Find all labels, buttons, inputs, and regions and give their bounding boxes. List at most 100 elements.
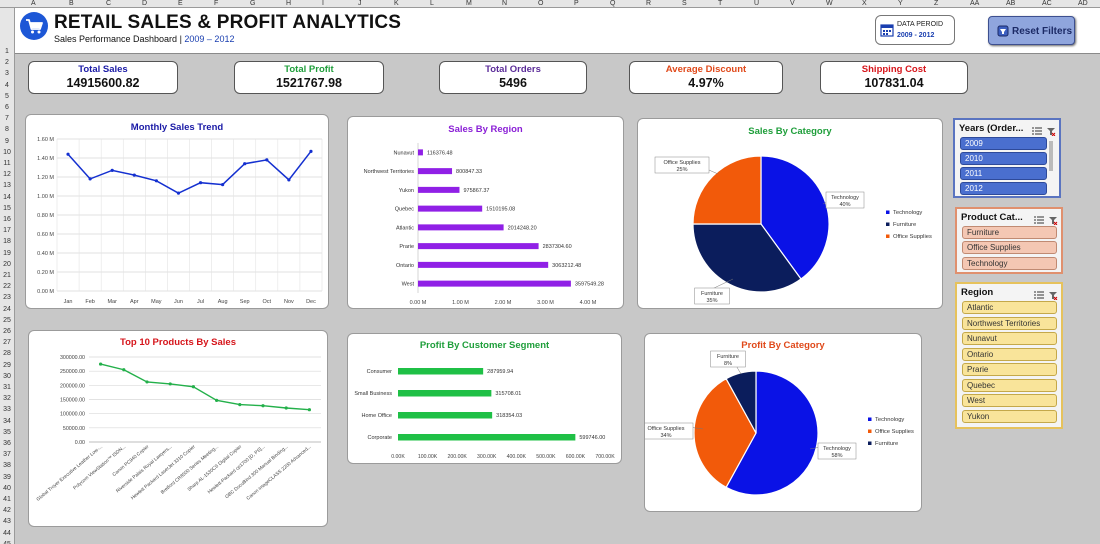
row-header-24[interactable]: 24 bbox=[3, 305, 11, 313]
column-header-ac[interactable]: AC bbox=[1042, 0, 1052, 7]
row-header-25[interactable]: 25 bbox=[3, 316, 11, 324]
column-header-ad[interactable]: AD bbox=[1078, 0, 1088, 7]
column-header-a[interactable]: A bbox=[31, 0, 36, 7]
row-header-2[interactable]: 2 bbox=[5, 59, 9, 67]
column-header-m[interactable]: M bbox=[466, 0, 472, 7]
slicer-item-2012[interactable]: 2012 bbox=[960, 182, 1047, 195]
row-header-32[interactable]: 32 bbox=[3, 395, 11, 403]
row-header-18[interactable]: 18 bbox=[3, 238, 11, 246]
row-header-22[interactable]: 22 bbox=[3, 283, 11, 291]
column-header-x[interactable]: X bbox=[862, 0, 867, 7]
column-header-g[interactable]: G bbox=[250, 0, 256, 7]
column-header-n[interactable]: N bbox=[502, 0, 508, 7]
row-header-35[interactable]: 35 bbox=[3, 428, 11, 436]
column-header-l[interactable]: L bbox=[430, 0, 434, 7]
slicer-item-prarie[interactable]: Prarie bbox=[962, 363, 1057, 376]
column-header-f[interactable]: F bbox=[214, 0, 219, 7]
slicer-item-atlantic[interactable]: Atlantic bbox=[962, 301, 1057, 314]
row-header-45[interactable]: 45 bbox=[0, 541, 14, 544]
x-tick-label: 4.00 M bbox=[580, 300, 597, 306]
column-header-d[interactable]: D bbox=[142, 0, 148, 7]
slicer-item-2009[interactable]: 2009 bbox=[960, 137, 1047, 150]
slicer-item-technology[interactable]: Technology bbox=[962, 257, 1057, 270]
column-header-z[interactable]: Z bbox=[934, 0, 939, 7]
row-header-38[interactable]: 38 bbox=[3, 462, 11, 470]
row-header-29[interactable]: 29 bbox=[3, 361, 11, 369]
column-header-r[interactable]: R bbox=[646, 0, 652, 7]
row-header-20[interactable]: 20 bbox=[3, 260, 11, 268]
row-header-7[interactable]: 7 bbox=[5, 115, 9, 123]
row-header-15[interactable]: 15 bbox=[3, 204, 11, 212]
row-header-10[interactable]: 10 bbox=[3, 148, 11, 156]
multi-select-icon[interactable] bbox=[1033, 216, 1044, 225]
column-header-b[interactable]: B bbox=[69, 0, 74, 7]
row-header-8[interactable]: 8 bbox=[5, 126, 9, 134]
row-header-16[interactable]: 16 bbox=[3, 216, 11, 223]
column-header-aa[interactable]: AA bbox=[970, 0, 980, 7]
row-header-41[interactable]: 41 bbox=[3, 496, 11, 503]
row-header-26[interactable]: 26 bbox=[3, 328, 11, 335]
clear-filter-icon[interactable] bbox=[1048, 291, 1058, 301]
slicer-item-nunavut[interactable]: Nunavut bbox=[962, 332, 1057, 345]
multi-select-icon[interactable] bbox=[1033, 291, 1044, 300]
column-header-v[interactable]: V bbox=[790, 0, 795, 7]
row-header-5[interactable]: 5 bbox=[5, 92, 9, 100]
slicer-item-office-supplies[interactable]: Office Supplies bbox=[962, 241, 1057, 254]
row-header-6[interactable]: 6 bbox=[5, 104, 9, 111]
row-header-19[interactable]: 19 bbox=[3, 249, 11, 257]
row-header-42[interactable]: 42 bbox=[3, 507, 11, 515]
row-header-44[interactable]: 44 bbox=[3, 529, 11, 537]
row-header-13[interactable]: 13 bbox=[3, 182, 11, 190]
column-header-e[interactable]: E bbox=[178, 0, 183, 7]
row-header-23[interactable]: 23 bbox=[3, 294, 11, 302]
row-header-11[interactable]: 11 bbox=[3, 160, 11, 167]
column-header-c[interactable]: C bbox=[106, 0, 112, 7]
column-header-s[interactable]: S bbox=[682, 0, 687, 7]
column-header-ab[interactable]: AB bbox=[1006, 0, 1016, 7]
slicer-item-2010[interactable]: 2010 bbox=[960, 152, 1047, 165]
reset-filters-button[interactable]: Reset Filters bbox=[988, 16, 1075, 45]
slicer-item-west[interactable]: West bbox=[962, 394, 1057, 407]
row-header-4[interactable]: 4 bbox=[5, 81, 9, 89]
column-header-j[interactable]: J bbox=[358, 0, 362, 7]
slicer-item-quebec[interactable]: Quebec bbox=[962, 379, 1057, 392]
row-header-37[interactable]: 37 bbox=[3, 451, 11, 459]
clear-filter-icon[interactable] bbox=[1046, 127, 1056, 137]
row-header-33[interactable]: 33 bbox=[3, 406, 11, 414]
row-header-14[interactable]: 14 bbox=[3, 193, 11, 201]
column-header-y[interactable]: Y bbox=[898, 0, 903, 7]
row-header-39[interactable]: 39 bbox=[3, 473, 11, 481]
row-header-43[interactable]: 43 bbox=[3, 518, 11, 526]
row-header-17[interactable]: 17 bbox=[3, 227, 11, 235]
column-header-q[interactable]: Q bbox=[610, 0, 616, 7]
slicer-item-yukon[interactable]: Yukon bbox=[962, 410, 1057, 423]
category-label: Corporate bbox=[368, 435, 392, 441]
row-header-12[interactable]: 12 bbox=[3, 171, 11, 179]
row-header-34[interactable]: 34 bbox=[3, 417, 11, 425]
row-header-3[interactable]: 3 bbox=[5, 70, 9, 78]
slicer-item-furniture[interactable]: Furniture bbox=[962, 226, 1057, 239]
clear-filter-icon[interactable] bbox=[1048, 216, 1058, 226]
column-header-o[interactable]: O bbox=[538, 0, 544, 7]
slicer-item-northwest-territories[interactable]: Northwest Territories bbox=[962, 317, 1057, 330]
column-header-w[interactable]: W bbox=[826, 0, 833, 7]
slicer-item-2011[interactable]: 2011 bbox=[960, 167, 1047, 180]
column-header-k[interactable]: K bbox=[394, 0, 399, 7]
column-header-u[interactable]: U bbox=[754, 0, 760, 7]
column-header-i[interactable]: I bbox=[322, 0, 324, 7]
row-header-21[interactable]: 21 bbox=[3, 272, 11, 279]
column-header-h[interactable]: H bbox=[286, 0, 292, 7]
column-header-t[interactable]: T bbox=[718, 0, 723, 7]
slicer-item-ontario[interactable]: Ontario bbox=[962, 348, 1057, 361]
column-header-p[interactable]: P bbox=[574, 0, 579, 7]
row-header-27[interactable]: 27 bbox=[3, 339, 11, 347]
row-header-30[interactable]: 30 bbox=[3, 372, 11, 380]
row-header-28[interactable]: 28 bbox=[3, 350, 11, 358]
slicer-scrollbar[interactable] bbox=[1049, 141, 1053, 171]
row-header-40[interactable]: 40 bbox=[3, 484, 11, 492]
row-header-9[interactable]: 9 bbox=[5, 137, 9, 145]
multi-select-icon[interactable] bbox=[1031, 127, 1042, 136]
row-header-31[interactable]: 31 bbox=[3, 384, 11, 391]
row-header-36[interactable]: 36 bbox=[3, 440, 11, 447]
row-header-1[interactable]: 1 bbox=[5, 48, 9, 55]
